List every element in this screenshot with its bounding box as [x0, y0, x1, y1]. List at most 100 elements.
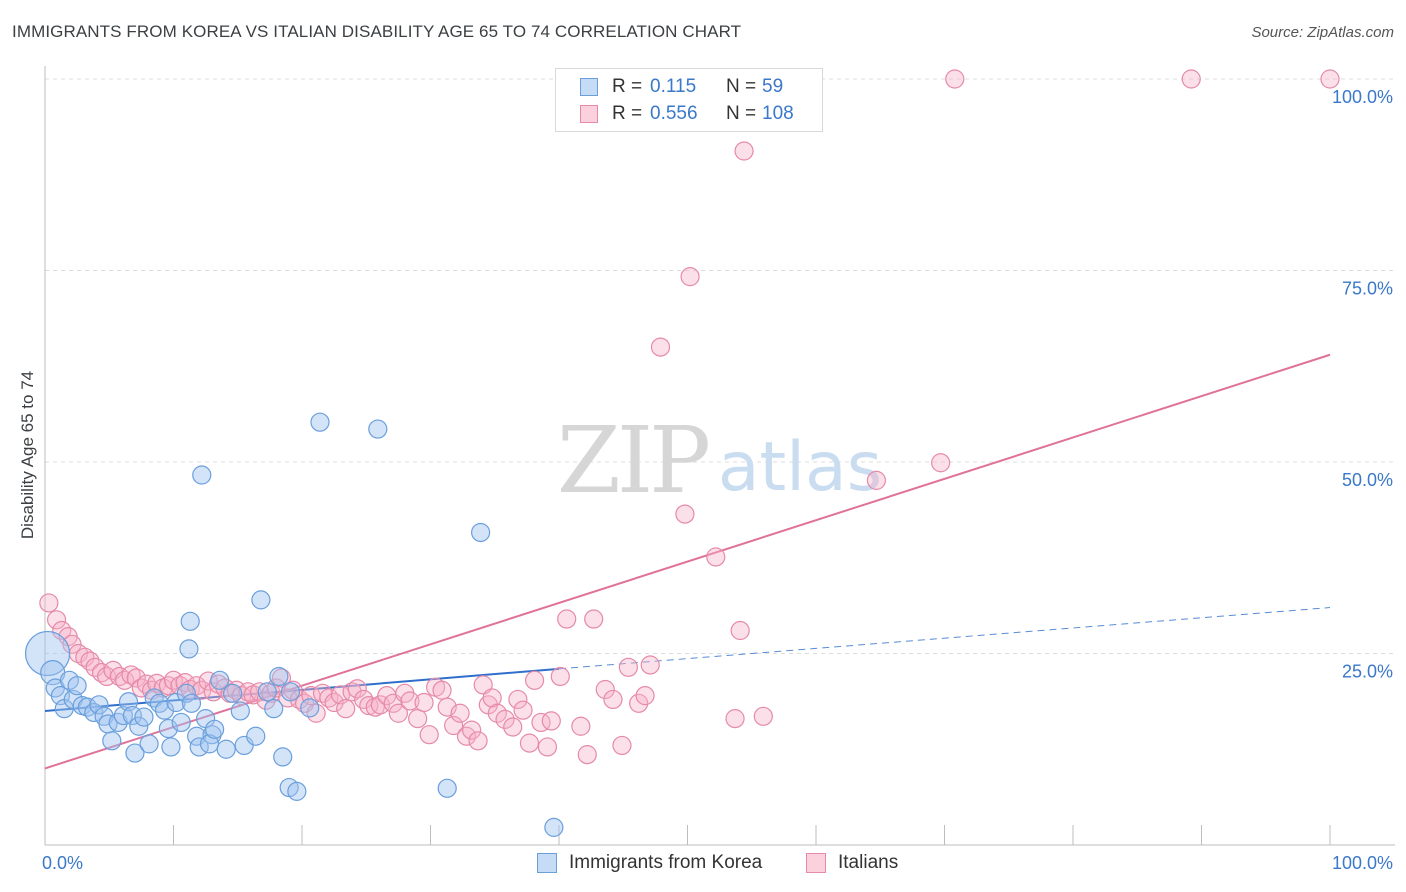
- italians-point: [640, 655, 660, 675]
- italians-point: [541, 711, 561, 731]
- italians-point: [612, 735, 632, 756]
- axes: [44, 66, 1395, 846]
- italians-point: [39, 593, 59, 613]
- italians-point: [503, 717, 523, 737]
- italians-point: [462, 720, 482, 740]
- korea-point: [102, 731, 122, 751]
- italians-point: [414, 692, 434, 713]
- italians-point: [126, 668, 146, 688]
- italians-point: [163, 670, 184, 690]
- series-legend-label: Immigrants from Korea: [569, 852, 763, 873]
- italians-point: [444, 715, 464, 736]
- legend-n-value: 59: [762, 76, 784, 97]
- watermark-zip: ZIP: [557, 407, 708, 514]
- italians-point: [432, 680, 452, 700]
- korea-point: [24, 630, 71, 677]
- italians-point: [46, 610, 67, 630]
- watermark-atlas: atlas: [718, 428, 882, 507]
- korea-point: [139, 734, 159, 754]
- italians-point: [725, 709, 745, 729]
- italians-point: [158, 676, 178, 696]
- korea-point: [280, 682, 301, 702]
- italians-point: [487, 703, 507, 723]
- y-tick-label: 100.0%: [1332, 87, 1393, 107]
- italians-point: [336, 699, 356, 719]
- italians-point: [734, 141, 754, 161]
- italians-point: [650, 337, 671, 357]
- korea-point: [181, 693, 202, 713]
- legend-swatch-italians: [580, 105, 598, 123]
- italians-point: [456, 726, 477, 746]
- korea-point: [144, 688, 164, 708]
- y-tick-label: 50.0%: [1342, 470, 1393, 490]
- legend-n-label: N =: [726, 76, 757, 97]
- italians-point: [577, 745, 597, 765]
- legend-r-label: R =: [612, 103, 643, 124]
- korea-point: [134, 707, 154, 727]
- italians-point: [680, 267, 700, 287]
- italians-point: [629, 693, 649, 713]
- korea-point: [273, 747, 293, 767]
- korea-point: [67, 676, 87, 696]
- y-tick-label: 25.0%: [1342, 662, 1393, 682]
- tick-labels: 25.0% 50.0% 75.0% 100.0% 0.0% 100.0%: [42, 87, 1393, 873]
- italians-point: [238, 682, 258, 702]
- italians-point: [495, 709, 515, 729]
- italians-point: [931, 453, 951, 473]
- italians-point: [473, 675, 493, 695]
- legend-r-value: 0.556: [650, 103, 698, 124]
- korea-point: [125, 743, 145, 763]
- legend-n-value: 108: [762, 103, 794, 124]
- italians-point: [115, 670, 135, 690]
- korea-point: [179, 639, 199, 659]
- italians-point: [1320, 69, 1340, 89]
- korea-point: [223, 683, 243, 703]
- korea-trend-extension: [558, 607, 1331, 670]
- italians-point: [482, 688, 502, 708]
- korea-point: [192, 465, 212, 485]
- korea-point: [180, 611, 200, 631]
- korea-point: [257, 682, 277, 702]
- korea-point: [154, 700, 175, 720]
- korea-point: [310, 412, 330, 432]
- italians-point: [675, 504, 695, 524]
- korea-point: [171, 712, 191, 733]
- chart-title: IMMIGRANTS FROM KOREA VS ITALIAN DISABIL…: [12, 22, 742, 41]
- legend-r-value: 0.115: [650, 76, 697, 97]
- source-label: Source: ZipAtlas.com: [1251, 24, 1394, 41]
- legend-swatch-korea: [537, 853, 557, 873]
- italians-point: [408, 709, 428, 729]
- italians-point: [635, 686, 655, 706]
- italians-point: [866, 470, 886, 490]
- korea-point: [544, 817, 564, 837]
- italians-point: [508, 689, 528, 710]
- korea-point: [246, 726, 266, 746]
- x-tick-label: 0.0%: [42, 853, 83, 873]
- korea-point: [269, 666, 289, 687]
- korea-point: [368, 419, 388, 439]
- italians-point: [537, 737, 558, 757]
- italians-point: [75, 647, 95, 667]
- stats-legend: R = 0.115 N = 59 R = 0.556 N = 108: [555, 68, 823, 132]
- italians-point: [524, 670, 545, 690]
- korea-point: [251, 590, 271, 610]
- korea-point: [287, 781, 307, 801]
- italians-point: [595, 679, 615, 700]
- italians-point: [531, 712, 551, 733]
- korea-point: [300, 698, 320, 718]
- italians-point: [1181, 69, 1201, 89]
- y-tick-label: 75.0%: [1342, 279, 1393, 299]
- legend-n-label: N =: [726, 103, 757, 124]
- italians-point: [400, 691, 420, 711]
- italians-point: [91, 663, 112, 683]
- italians-point: [730, 620, 750, 641]
- korea-point: [89, 695, 109, 715]
- italians-point: [571, 716, 591, 736]
- italians-point: [603, 689, 623, 710]
- korea-point: [437, 778, 457, 798]
- italians-trend-line: [44, 353, 1331, 770]
- italians-points: [39, 69, 1340, 765]
- korea-point: [77, 697, 98, 717]
- korea-point: [176, 683, 196, 703]
- italians-point: [945, 69, 965, 89]
